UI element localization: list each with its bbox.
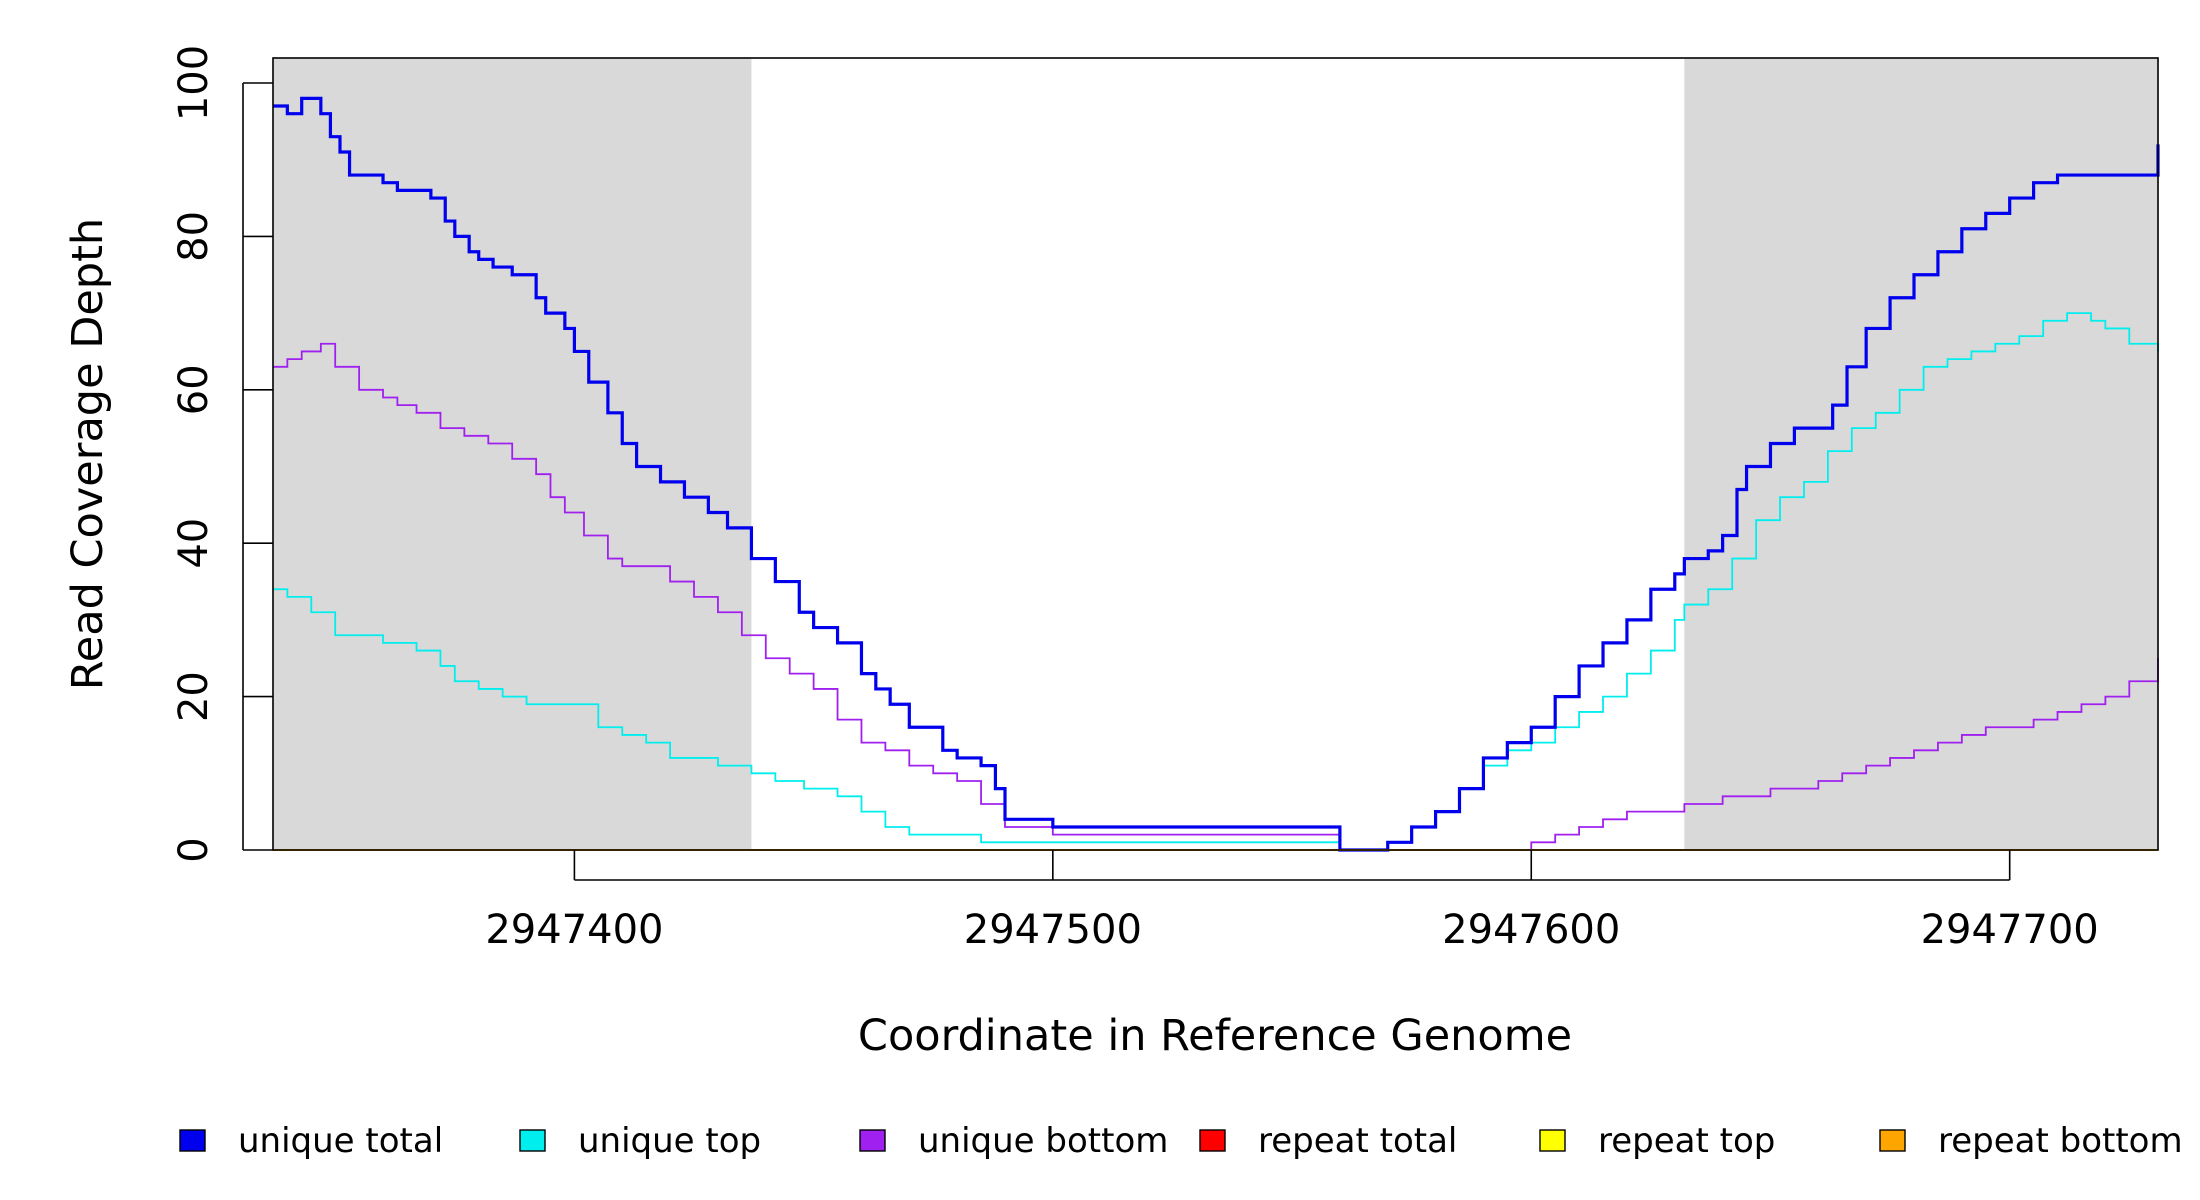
series-line-unique-bottom [273, 342, 2159, 851]
shaded-regions [273, 58, 2158, 850]
y-axis-label: Read Coverage Depth [63, 218, 113, 690]
legend-label-unique-top: unique top [578, 1121, 761, 1161]
legend-item-unique-total: unique total [179, 1121, 443, 1161]
y-tick-label-80: 80 [171, 211, 217, 262]
legend-label-repeat-bottom: repeat bottom [1938, 1121, 2183, 1161]
legend-item-repeat-top: repeat top [1539, 1121, 1775, 1161]
x-tick-label-2947700: 2947700 [1921, 907, 2099, 953]
legend-label-unique-total: unique total [238, 1121, 443, 1161]
y-tick-label-20: 20 [171, 671, 217, 722]
x-tick-label-2947400: 2947400 [485, 907, 663, 953]
legend: unique total unique top unique bottom repea… [179, 1121, 2183, 1161]
legend-swatch-repeat-top [1539, 1129, 1566, 1152]
legend-swatch-unique-bottom [859, 1129, 886, 1152]
legend-swatch-unique-top [519, 1129, 546, 1152]
y-tick-label-60: 60 [171, 364, 217, 415]
y-axis: 0 20 40 60 80 100 [171, 45, 273, 863]
series-line-unique-total [273, 96, 2160, 852]
legend-item-repeat-total: repeat total [1199, 1121, 1457, 1161]
x-axis-label: Coordinate in Reference Genome [858, 1011, 1572, 1061]
y-tick-label-100: 100 [171, 45, 217, 121]
y-tick-label-40: 40 [171, 518, 217, 569]
x-tick-label-2947500: 2947500 [964, 907, 1142, 953]
x-tick-label-2947600: 2947600 [1442, 907, 1620, 953]
legend-label-repeat-top: repeat top [1598, 1121, 1775, 1161]
legend-swatch-repeat-bottom [1879, 1129, 1906, 1152]
shaded-region-2 [1684, 58, 2158, 850]
legend-swatch-repeat-total [1199, 1129, 1226, 1152]
legend-label-repeat-total: repeat total [1258, 1121, 1457, 1161]
legend-swatch-unique-total [179, 1129, 206, 1152]
plot-frame [272, 57, 2159, 851]
y-tick-label-0: 0 [171, 837, 217, 862]
x-axis: 2947400 2947500 2947600 2947700 [485, 850, 2099, 953]
legend-item-unique-top: unique top [519, 1121, 761, 1161]
legend-label-unique-bottom: unique bottom [918, 1121, 1168, 1161]
legend-item-repeat-bottom: repeat bottom [1879, 1121, 2183, 1161]
legend-item-unique-bottom: unique bottom [859, 1121, 1168, 1161]
